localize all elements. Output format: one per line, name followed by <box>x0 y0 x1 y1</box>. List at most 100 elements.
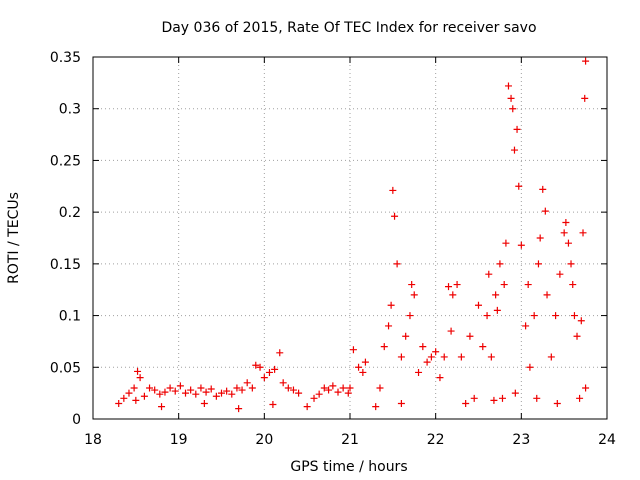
data-point <box>171 387 179 395</box>
y-tick-label: 0.25 <box>50 153 81 169</box>
data-point <box>182 389 190 397</box>
data-point <box>536 234 544 242</box>
data-point <box>567 260 575 268</box>
data-point <box>146 384 154 392</box>
data-point <box>212 392 220 400</box>
data-point <box>346 384 354 392</box>
y-axis-label: ROTI / TECUs <box>6 192 22 284</box>
x-tick-labels: 18 19 20 21 22 23 24 <box>84 432 616 448</box>
data-point <box>522 322 530 330</box>
data-point <box>513 125 521 133</box>
data-point <box>541 207 549 215</box>
data-point <box>248 384 256 392</box>
data-point <box>573 332 581 340</box>
data-point <box>415 368 423 376</box>
data-point <box>151 386 159 394</box>
data-point <box>419 343 427 351</box>
data-point <box>284 384 292 392</box>
data-point <box>136 374 144 382</box>
data-point <box>457 353 465 361</box>
data-point <box>500 281 508 289</box>
chart-title: Day 036 of 2015, Rate Of TEC Index for r… <box>161 20 536 36</box>
data-point <box>376 384 384 392</box>
y-tick-label: 0.1 <box>59 309 81 325</box>
data-point <box>207 385 215 393</box>
data-point <box>483 312 491 320</box>
data-point <box>462 399 470 407</box>
data-point <box>564 239 572 247</box>
x-axis-label: GPS time / hours <box>290 459 407 475</box>
data-point <box>576 394 584 402</box>
data-point <box>200 399 208 407</box>
data-point <box>449 291 457 299</box>
data-point <box>581 94 589 102</box>
data-point <box>579 229 587 237</box>
data-point <box>269 401 277 409</box>
data-point <box>475 301 482 309</box>
data-point <box>485 270 493 278</box>
data-point <box>440 353 448 361</box>
y-tick-label: 0.3 <box>59 102 81 118</box>
data-point <box>349 346 357 354</box>
data-point <box>504 82 512 90</box>
x-tick-label: 24 <box>598 432 616 448</box>
data-point <box>132 396 140 404</box>
data-point <box>279 379 287 387</box>
data-point <box>329 382 337 390</box>
data-point <box>339 384 347 392</box>
data-point <box>120 394 128 402</box>
y-tick-label: 0.05 <box>50 360 81 376</box>
grid-lines <box>93 57 607 419</box>
data-point <box>552 312 560 320</box>
data-point <box>492 291 500 299</box>
data-point <box>507 94 515 102</box>
data-point <box>510 146 518 154</box>
data-point <box>582 384 590 392</box>
data-point <box>238 386 246 394</box>
data-point <box>389 186 397 194</box>
y-tick-label: 0.2 <box>59 205 81 221</box>
data-point <box>534 260 542 268</box>
y-tick-label: 0.15 <box>50 257 81 273</box>
y-tick-label: 0.35 <box>50 50 81 66</box>
data-point <box>289 386 297 394</box>
y-tick-label: 0 <box>72 412 81 428</box>
data-point <box>310 394 318 402</box>
x-tick-label: 18 <box>84 432 102 448</box>
data-point <box>509 105 517 113</box>
data-point <box>192 390 200 398</box>
data-point <box>547 353 555 361</box>
data-point <box>479 343 487 351</box>
data-point <box>125 389 133 397</box>
data-point <box>496 260 504 268</box>
data-point <box>295 389 303 397</box>
data-point <box>380 343 388 351</box>
data-point <box>243 379 251 387</box>
data-point <box>511 389 519 397</box>
data-point <box>533 394 541 402</box>
data-point <box>372 403 380 411</box>
data-point <box>359 368 367 376</box>
data-point <box>361 358 369 366</box>
data-point <box>334 388 342 396</box>
data-point <box>161 388 169 396</box>
data-point <box>470 394 478 402</box>
data-point <box>553 399 561 407</box>
data-point <box>260 374 268 382</box>
data-point <box>385 322 393 330</box>
data-point <box>427 353 435 361</box>
data-point <box>397 353 405 361</box>
data-point <box>423 358 431 366</box>
data-point <box>235 405 243 413</box>
data-point <box>325 386 333 394</box>
data-point <box>265 368 273 376</box>
data-point <box>517 241 525 249</box>
data-point <box>320 384 328 392</box>
x-tick-label: 20 <box>255 432 273 448</box>
data-point <box>130 384 138 392</box>
data-point <box>397 399 405 407</box>
data-point <box>515 182 523 190</box>
data-point <box>562 218 570 226</box>
data-point <box>498 394 506 402</box>
